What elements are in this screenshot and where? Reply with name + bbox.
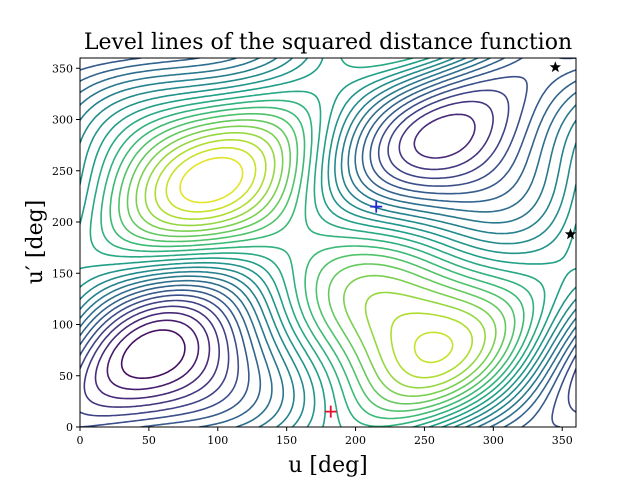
contour-level-line <box>94 113 476 400</box>
y-tick-label: 200 <box>52 216 73 229</box>
y-tick-label: 100 <box>52 319 73 332</box>
x-tick-label: 100 <box>207 434 228 447</box>
contour-level-line <box>80 58 576 427</box>
black-star-marker <box>549 61 561 73</box>
y-tick-label: 350 <box>52 62 73 75</box>
x-axis-label: u [deg] <box>288 453 368 478</box>
contour-level-line <box>135 125 497 397</box>
contour-level-line <box>165 147 454 364</box>
blue-plus-marker <box>370 200 383 213</box>
x-tick-label: 200 <box>345 434 366 447</box>
x-tick-label: 300 <box>483 434 504 447</box>
y-axis-ticks: 0 50 100 150 200 250 300 350 <box>52 62 80 434</box>
contour-level-line <box>154 139 473 379</box>
y-axis-label: u′ [deg] <box>23 200 48 285</box>
y-tick-label: 50 <box>59 370 73 383</box>
plot-frame <box>79 57 577 428</box>
contour-level-line <box>126 119 507 405</box>
contour-level-line <box>83 100 494 408</box>
chart-title: Level lines of the squared distance func… <box>84 30 572 55</box>
red-plus-marker <box>324 405 337 418</box>
contour-level-line <box>109 106 525 420</box>
x-tick-label: 0 <box>77 434 84 447</box>
y-tick-label: 0 <box>66 421 73 434</box>
contour-level-line <box>144 132 486 389</box>
y-tick-label: 300 <box>52 114 73 127</box>
contour-level-line <box>118 113 516 412</box>
contour-level-line <box>80 58 576 427</box>
contour-level-line <box>89 58 546 427</box>
contour-level-line <box>120 329 186 379</box>
x-tick-label: 350 <box>552 434 573 447</box>
x-tick-label: 250 <box>414 434 435 447</box>
x-tick-label: 50 <box>142 434 156 447</box>
contour-lines <box>80 58 576 427</box>
contour-level-line <box>80 58 576 427</box>
x-axis-ticks: 0 50 100 150 200 250 300 350 <box>77 427 573 447</box>
x-tick-label: 150 <box>276 434 297 447</box>
contour-level-line <box>179 156 244 204</box>
contour-level-line <box>106 319 200 391</box>
contour-level-line <box>80 89 576 417</box>
y-tick-label: 250 <box>52 165 73 178</box>
black-star-marker <box>564 228 577 240</box>
markers <box>324 61 577 418</box>
contour-level-line <box>80 58 576 427</box>
contour-level-line <box>100 99 535 427</box>
y-tick-label: 150 <box>52 267 73 280</box>
